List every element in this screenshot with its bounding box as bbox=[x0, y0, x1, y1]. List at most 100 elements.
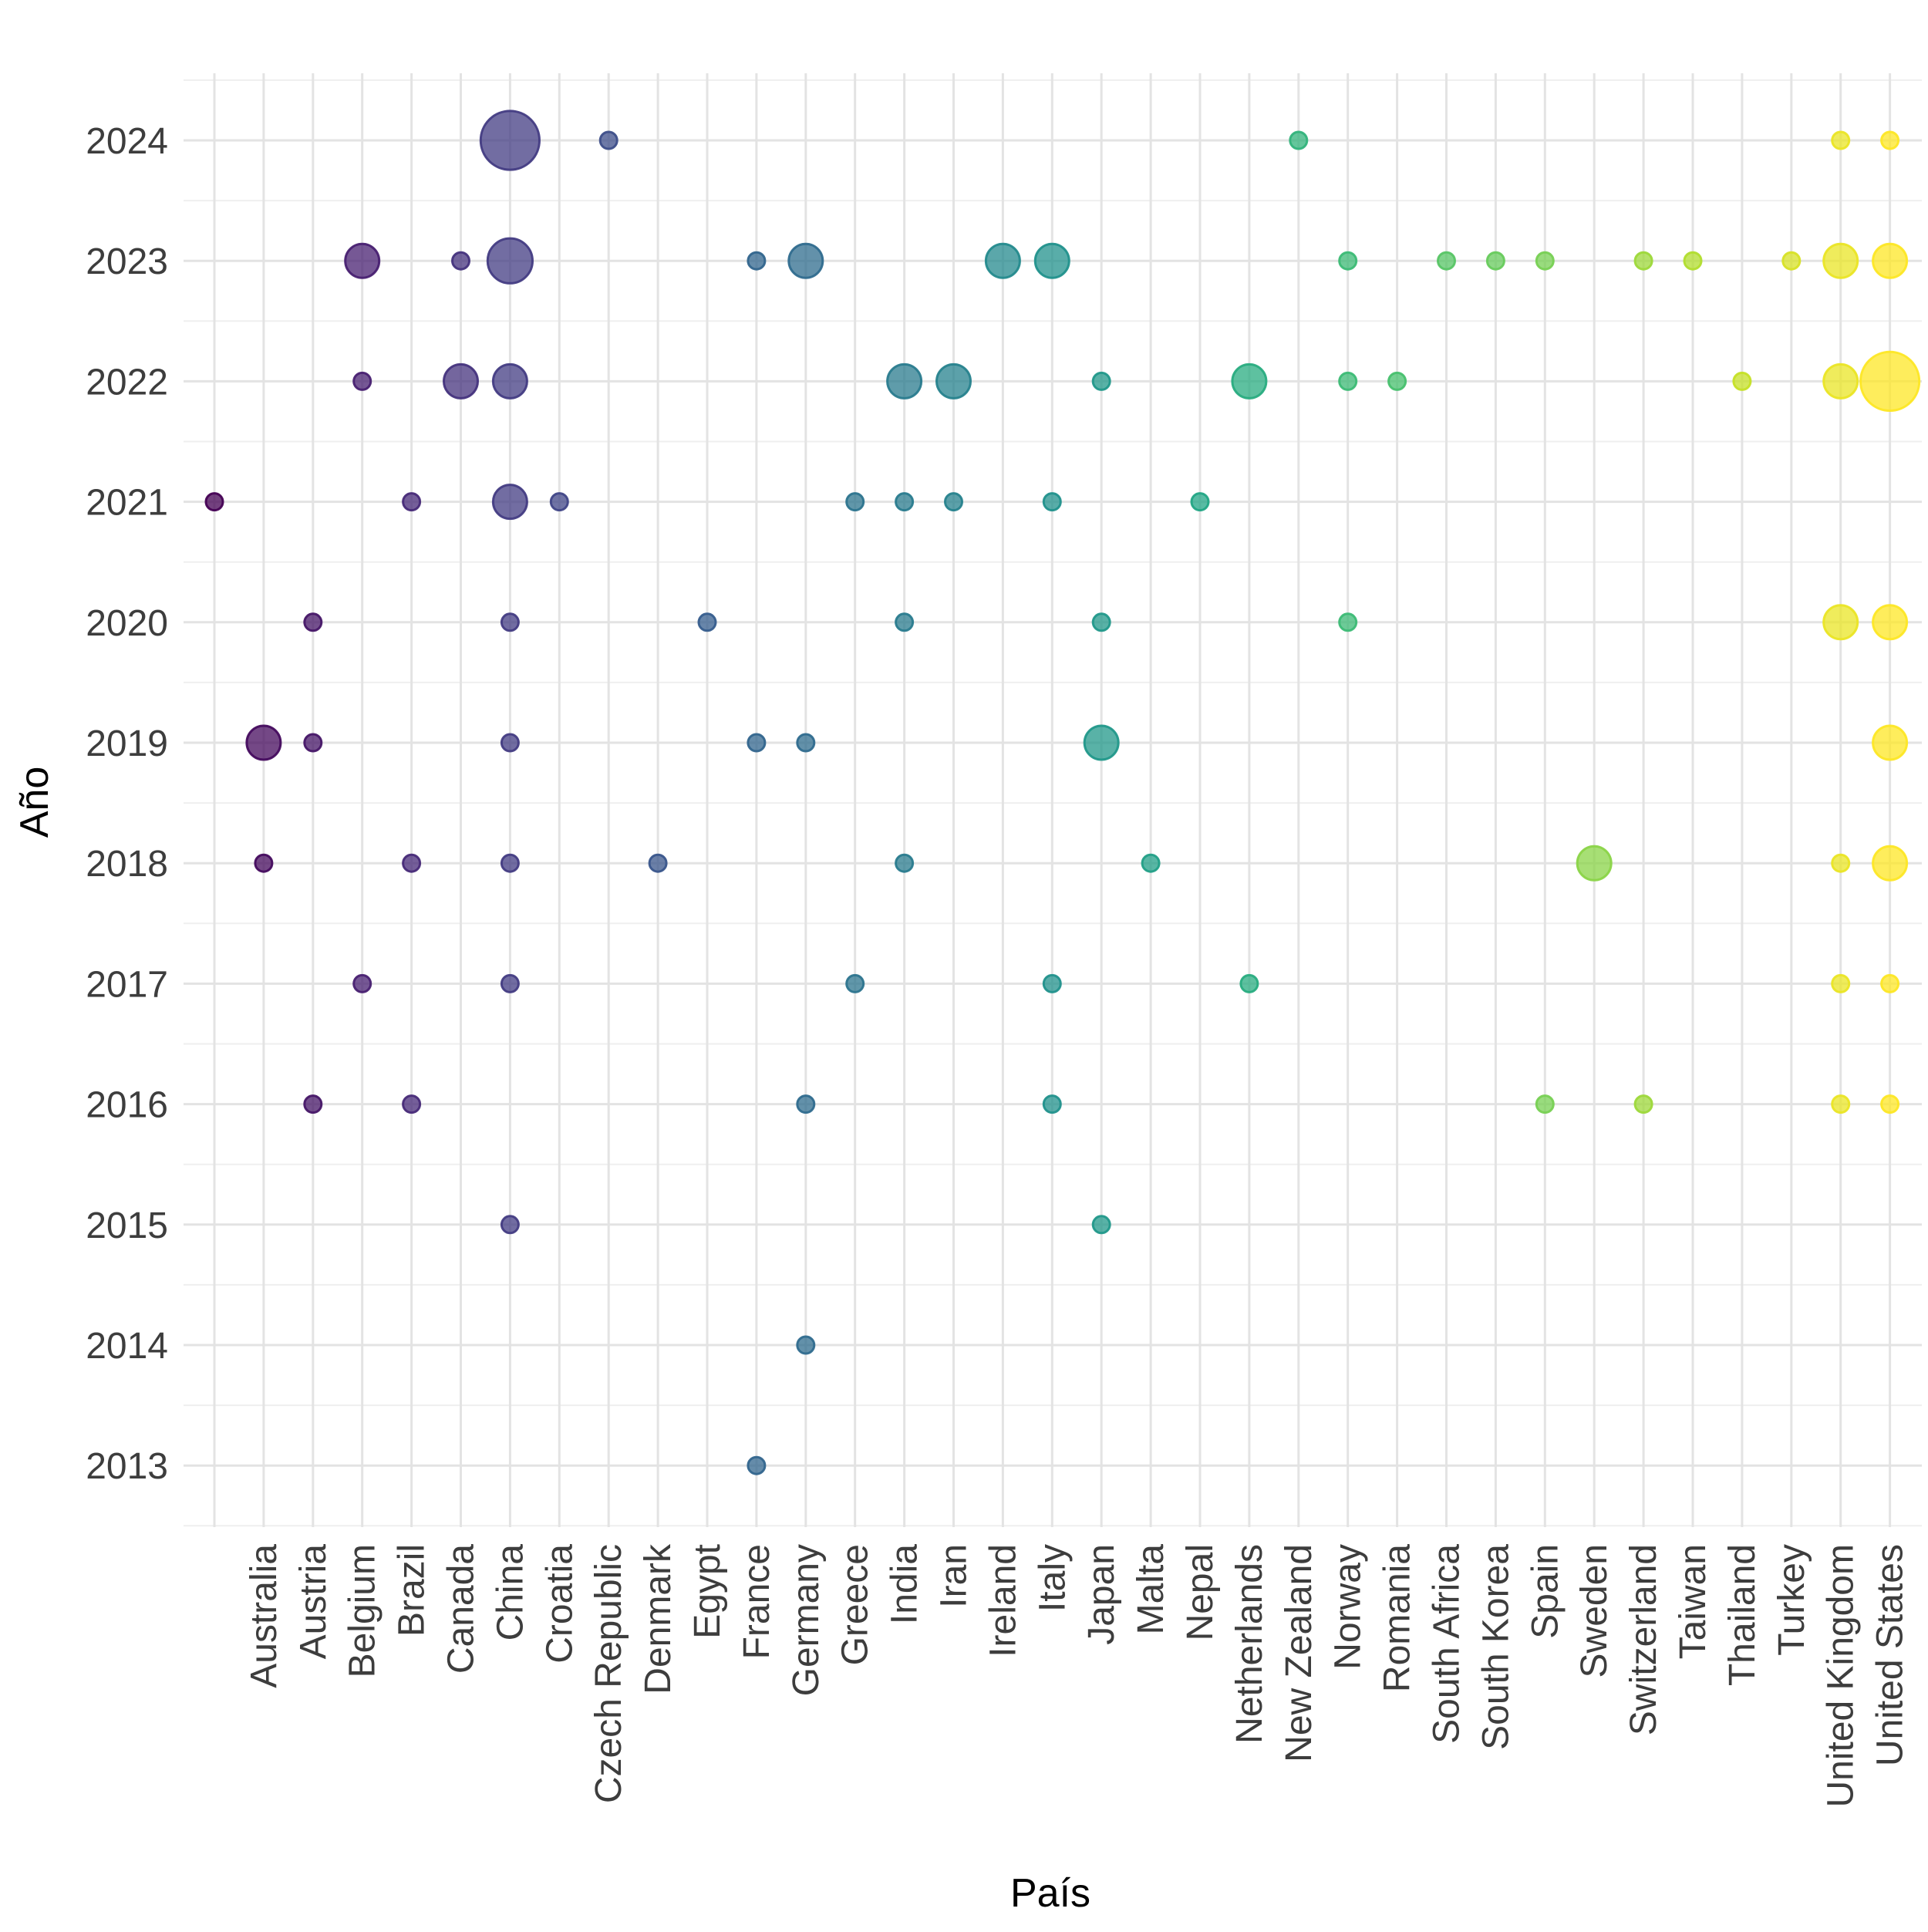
y-tick-label: 2014 bbox=[86, 1326, 168, 1367]
data-point bbox=[204, 492, 224, 512]
data-point bbox=[747, 251, 767, 271]
x-tick-label: Egypt bbox=[687, 1544, 728, 1639]
x-tick-label: Romania bbox=[1377, 1544, 1418, 1692]
data-point bbox=[984, 242, 1021, 279]
data-point bbox=[1683, 251, 1703, 271]
data-point bbox=[254, 853, 274, 873]
data-point bbox=[1822, 242, 1859, 279]
x-tick-label: Australia bbox=[244, 1544, 285, 1688]
data-point bbox=[500, 973, 520, 993]
x-tick-label: Croatia bbox=[539, 1544, 580, 1664]
data-point bbox=[1485, 251, 1505, 271]
x-tick-label: Japan bbox=[1081, 1544, 1122, 1645]
data-point bbox=[796, 733, 816, 753]
data-point bbox=[1831, 853, 1851, 873]
data-point bbox=[1872, 845, 1909, 882]
data-point bbox=[491, 484, 528, 521]
data-point bbox=[1042, 1094, 1062, 1114]
x-tick-label: France bbox=[736, 1544, 777, 1659]
x-tick-label: Switzerland bbox=[1623, 1544, 1664, 1735]
data-point bbox=[1231, 362, 1268, 400]
x-axis-title: País bbox=[1010, 1871, 1090, 1916]
data-point bbox=[486, 237, 534, 285]
data-point bbox=[245, 724, 282, 761]
data-point bbox=[1576, 845, 1613, 882]
y-tick-label: 2020 bbox=[86, 603, 168, 644]
x-tick-label: Ireland bbox=[983, 1544, 1023, 1657]
data-point bbox=[1083, 724, 1120, 761]
data-point bbox=[1880, 1094, 1900, 1114]
x-tick-label: Turkey bbox=[1771, 1544, 1812, 1656]
data-point bbox=[500, 1215, 520, 1235]
data-point bbox=[1091, 1215, 1111, 1235]
data-point bbox=[1831, 973, 1851, 993]
data-point bbox=[1190, 492, 1210, 512]
x-tick-label: Greece bbox=[835, 1544, 876, 1665]
y-tick-label: 2015 bbox=[86, 1205, 168, 1246]
data-point bbox=[796, 1335, 816, 1355]
x-axis-ticks: Australia Austria Belgium Brazil Canada China… bbox=[244, 1543, 1911, 1808]
data-point bbox=[935, 362, 972, 400]
y-axis-title: Año bbox=[12, 767, 57, 838]
data-point bbox=[796, 1094, 816, 1114]
data-point bbox=[1880, 130, 1900, 150]
data-point bbox=[895, 853, 915, 873]
data-point bbox=[747, 1455, 767, 1475]
data-point bbox=[648, 853, 668, 873]
x-tick-label: Brazil bbox=[392, 1544, 433, 1637]
data-point bbox=[1239, 973, 1259, 993]
x-tick-label: South Korea bbox=[1475, 1544, 1516, 1750]
data-point bbox=[1633, 1094, 1653, 1114]
data-point bbox=[1872, 724, 1909, 761]
data-point bbox=[1437, 251, 1456, 271]
data-point bbox=[500, 612, 520, 632]
data-point bbox=[1535, 1094, 1555, 1114]
y-tick-label: 2016 bbox=[86, 1085, 168, 1126]
data-point bbox=[886, 362, 923, 400]
grid-lines bbox=[184, 73, 1922, 1527]
x-tick-label: Belgium bbox=[342, 1544, 383, 1677]
data-point bbox=[1289, 130, 1309, 150]
data-point bbox=[895, 612, 915, 632]
data-point bbox=[1732, 371, 1752, 391]
x-tick-label: Italy bbox=[1032, 1544, 1073, 1612]
y-tick-label: 2019 bbox=[86, 723, 168, 764]
data-point bbox=[303, 733, 323, 753]
data-point bbox=[598, 130, 619, 150]
data-point bbox=[1822, 362, 1859, 400]
x-tick-label: Nepal bbox=[1180, 1544, 1221, 1640]
data-point bbox=[1042, 973, 1062, 993]
y-tick-label: 2022 bbox=[86, 362, 168, 403]
x-tick-label: New Zealand bbox=[1279, 1544, 1320, 1762]
x-tick-label: Thailand bbox=[1722, 1544, 1763, 1686]
x-tick-label: United States bbox=[1870, 1544, 1911, 1766]
y-tick-label: 2021 bbox=[86, 483, 168, 524]
data-points bbox=[204, 110, 1921, 1475]
data-point bbox=[1091, 612, 1111, 632]
x-tick-label: Norway bbox=[1328, 1544, 1369, 1670]
data-point bbox=[1535, 251, 1555, 271]
x-tick-label: Taiwan bbox=[1673, 1544, 1714, 1659]
data-point bbox=[1042, 492, 1062, 512]
data-point bbox=[1781, 251, 1802, 271]
x-tick-label: Denmark bbox=[638, 1543, 679, 1694]
data-point bbox=[402, 492, 422, 512]
data-point bbox=[1141, 853, 1161, 873]
data-point bbox=[1633, 251, 1653, 271]
data-point bbox=[352, 371, 372, 391]
y-tick-label: 2023 bbox=[86, 241, 168, 282]
data-point bbox=[845, 492, 865, 512]
data-point bbox=[1822, 604, 1859, 641]
data-point bbox=[787, 242, 824, 279]
x-tick-label: Malta bbox=[1131, 1544, 1171, 1635]
x-tick-label: Spain bbox=[1525, 1544, 1566, 1639]
x-tick-label: Netherlands bbox=[1229, 1544, 1270, 1744]
y-tick-label: 2017 bbox=[86, 964, 168, 1005]
y-tick-label: 2024 bbox=[86, 121, 168, 162]
x-tick-label: Czech Republic bbox=[588, 1544, 629, 1803]
data-point bbox=[1831, 1094, 1851, 1114]
x-tick-label: China bbox=[490, 1544, 531, 1641]
data-point bbox=[549, 492, 569, 512]
